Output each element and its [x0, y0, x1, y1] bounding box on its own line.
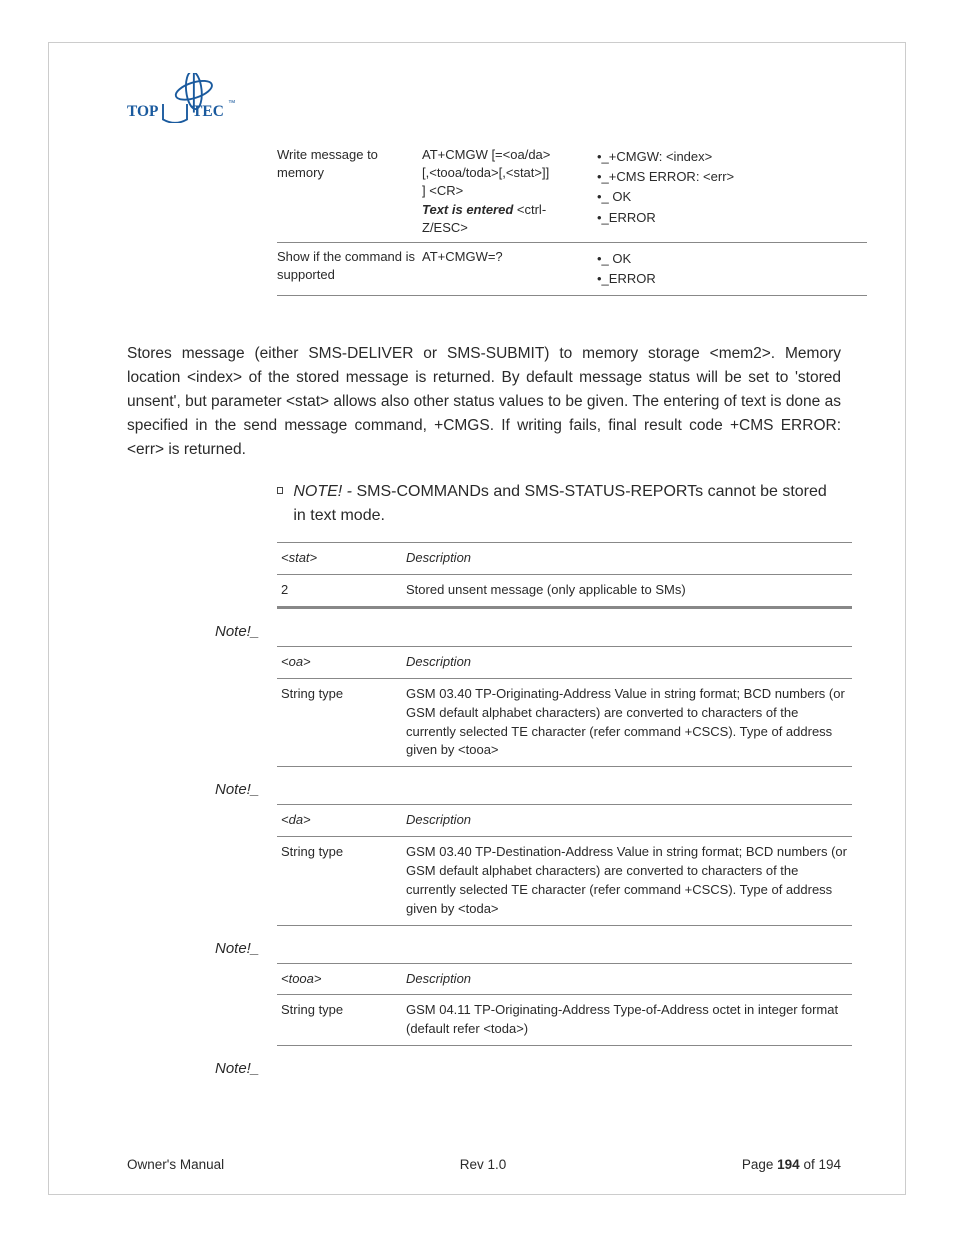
command-desc: Write message to memory [277, 146, 422, 237]
note-label: Note! [215, 1060, 841, 1077]
param-value: String type [277, 678, 402, 766]
param-desc: Stored unsent message (only applicable t… [402, 575, 852, 607]
param-header: <oa> [277, 647, 402, 679]
svg-text:™: ™ [228, 99, 236, 108]
note-text: NOTE! - SMS-COMMANDs and SMS-STATUS-REPO… [293, 480, 841, 528]
param-header: Description [402, 647, 852, 679]
param-header: <da> [277, 805, 402, 837]
page: TOP TEC ™ Write message to memory AT+CMG… [0, 0, 954, 1235]
command-table: Write message to memory AT+CMGW [=<oa/da… [277, 141, 867, 296]
param-header: <stat> [277, 543, 402, 575]
param-desc: GSM 04.11 TP-Originating-Address Type-of… [402, 995, 852, 1046]
note-main: NOTE! - SMS-COMMANDs and SMS-STATUS-REPO… [277, 480, 841, 528]
footer-center: Rev 1.0 [460, 1157, 507, 1172]
note-lead: NOTE! - [293, 483, 352, 500]
command-response: •_ OK •_ERROR [597, 248, 867, 290]
command-syntax: AT+CMGW=? [422, 248, 597, 290]
bullet-icon [277, 487, 283, 494]
param-value: String type [277, 995, 402, 1046]
note-label: Note! [215, 940, 841, 957]
param-table-tooa: <tooa>Description String typeGSM 04.11 T… [277, 963, 852, 1047]
param-table-stat: <stat>Description 2Stored unsent message… [277, 542, 852, 609]
cmd-line-em: Text is entered [422, 202, 513, 217]
note-body: SMS-COMMANDs and SMS-STATUS-REPORTs cann… [293, 483, 826, 524]
param-value: 2 [277, 575, 402, 607]
logo-text-right: TEC [192, 103, 224, 120]
page-prefix: Page [742, 1157, 777, 1172]
param-table-da: <da>Description String typeGSM 03.40 TP-… [277, 804, 852, 925]
cmd-line: ] <CR> [422, 183, 463, 198]
note-label: Note! [215, 623, 841, 640]
param-header: Description [402, 543, 852, 575]
footer-right: Page 194 of 194 [742, 1157, 841, 1172]
logo: TOP TEC ™ [127, 73, 247, 123]
param-value: String type [277, 837, 402, 925]
command-syntax: AT+CMGW [=<oa/da> [,<tooa/toda>[,<stat>]… [422, 146, 597, 237]
response-line: •_+CMS ERROR: <err> [597, 168, 867, 186]
command-desc: Show if the command is supported [277, 248, 422, 290]
response-line: •_+CMGW: <index> [597, 148, 867, 166]
param-header: Description [402, 963, 852, 995]
note-label: Note! [215, 781, 841, 798]
cmd-line: AT+CMGW [=<oa/da> [422, 147, 550, 162]
footer: Owner's Manual Rev 1.0 Page 194 of 194 [127, 1157, 841, 1172]
page-number: 194 [777, 1157, 800, 1172]
param-table-oa: <oa>Description String typeGSM 03.40 TP-… [277, 646, 852, 767]
command-row: Write message to memory AT+CMGW [=<oa/da… [277, 141, 867, 243]
response-line: •_ OK [597, 188, 867, 206]
page-inner: TOP TEC ™ Write message to memory AT+CMG… [48, 42, 906, 1195]
response-line: •_ OK [597, 250, 867, 268]
param-header: Description [402, 805, 852, 837]
cmd-line: [,<tooa/toda>[,<stat>]] [422, 165, 549, 180]
param-desc: GSM 03.40 TP-Destination-Address Value i… [402, 837, 852, 925]
body-paragraph: Stores message (either SMS-DELIVER or SM… [127, 342, 841, 462]
response-line: •_ERROR [597, 209, 867, 227]
logo-text-left: TOP [127, 103, 158, 120]
response-line: •_ERROR [597, 270, 867, 288]
command-response: •_+CMGW: <index> •_+CMS ERROR: <err> •_ … [597, 146, 867, 237]
footer-left: Owner's Manual [127, 1157, 224, 1172]
command-row: Show if the command is supported AT+CMGW… [277, 243, 867, 296]
page-suffix: of 194 [800, 1157, 841, 1172]
param-header: <tooa> [277, 963, 402, 995]
param-desc: GSM 03.40 TP-Originating-Address Value i… [402, 678, 852, 766]
